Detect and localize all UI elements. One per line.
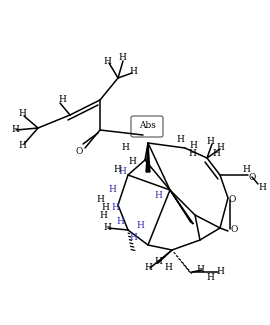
Text: H: H <box>128 158 136 166</box>
Text: O: O <box>75 148 83 157</box>
Text: H: H <box>111 202 119 212</box>
Text: H: H <box>216 144 224 152</box>
Text: H: H <box>58 96 66 105</box>
Text: H: H <box>103 58 111 67</box>
Text: H: H <box>258 183 266 191</box>
Text: O: O <box>228 196 236 204</box>
FancyBboxPatch shape <box>131 116 163 137</box>
Text: H: H <box>11 125 19 135</box>
Polygon shape <box>170 190 194 224</box>
Text: H: H <box>101 203 109 213</box>
Text: H: H <box>188 149 196 158</box>
Text: H: H <box>96 196 104 204</box>
Polygon shape <box>146 143 150 172</box>
Text: H: H <box>18 140 26 150</box>
Text: H: H <box>212 149 220 158</box>
Text: H: H <box>129 68 137 76</box>
Text: H: H <box>176 136 184 145</box>
Text: H: H <box>118 54 126 62</box>
Text: H: H <box>18 109 26 118</box>
Text: H: H <box>108 186 116 194</box>
Text: H: H <box>206 274 214 282</box>
Text: Abs: Abs <box>139 122 156 131</box>
Text: H: H <box>99 211 107 219</box>
Text: H: H <box>154 190 162 200</box>
Text: H: H <box>154 257 162 266</box>
Text: H: H <box>116 217 124 227</box>
Text: H: H <box>136 220 144 229</box>
Text: O: O <box>230 225 238 233</box>
Text: H: H <box>206 137 214 147</box>
Text: H: H <box>196 266 204 275</box>
Text: O: O <box>248 173 256 181</box>
Text: H: H <box>164 264 172 272</box>
Text: H: H <box>121 144 129 152</box>
Text: H: H <box>118 167 126 176</box>
Text: H: H <box>103 224 111 232</box>
Text: H: H <box>242 165 250 175</box>
Text: H: H <box>113 165 121 175</box>
Text: H: H <box>129 232 137 241</box>
Text: H: H <box>216 267 224 277</box>
Text: H: H <box>144 264 152 272</box>
Text: H: H <box>189 140 197 150</box>
